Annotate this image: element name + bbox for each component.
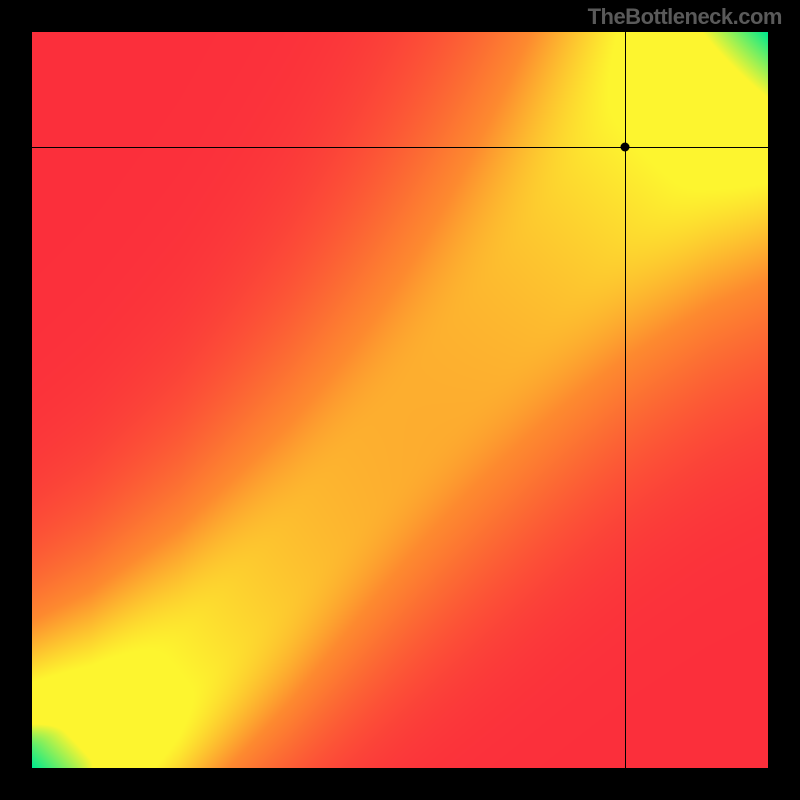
heatmap-canvas [32, 32, 768, 768]
crosshair-horizontal [32, 147, 768, 148]
attribution-label: TheBottleneck.com [588, 4, 782, 30]
heatmap-plot [32, 32, 768, 768]
chart-container: TheBottleneck.com [0, 0, 800, 800]
crosshair-marker [621, 142, 630, 151]
